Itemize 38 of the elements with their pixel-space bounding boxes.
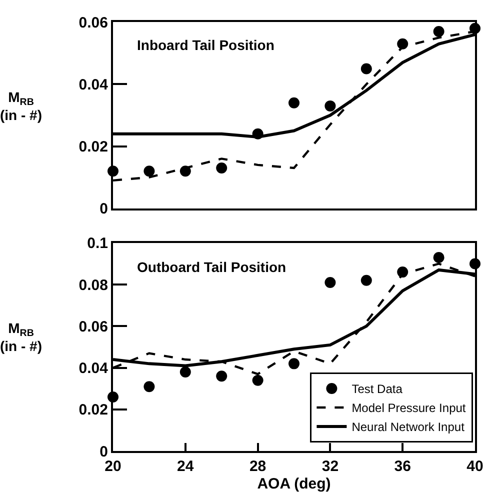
y-tick-label: 0.02 [78,402,108,419]
legend-label: Model Pressure Input [352,401,466,416]
x-axis-title: AOA (deg) [257,476,331,493]
point [433,252,444,263]
y-tick-label: 0 [100,443,108,460]
point [144,381,155,392]
x-tick-label: 32 [322,458,339,476]
point [324,100,336,112]
point [252,374,264,386]
x-tick-label: 40 [466,458,484,476]
point [360,63,372,74]
point [324,276,336,288]
point [360,274,372,286]
x-tick-label: 20 [104,458,122,476]
y-tick-label: 0 [100,200,108,218]
legend-label: Test Data [352,382,403,396]
point [288,97,300,108]
y-tick-label: 0.04 [78,360,109,378]
point [180,366,191,378]
legend-label: Neural Network Input [352,420,466,434]
y-tick-label: 0.06 [78,318,108,336]
point [216,162,228,174]
y-axis-title: M$_{RB}$ (in - #) [0,320,42,354]
y-axis-title: M$_{RB}$ (in - #) [0,89,42,124]
point [288,358,300,370]
point [216,370,228,382]
text: Outboard Tail Position [137,259,286,275]
x-tick-label: 24 [177,458,194,476]
y-tick-label: 0.08 [78,276,108,294]
text: Inboard Tail Position [137,37,274,53]
point [144,166,155,177]
y-tick-label: 0.04 [78,76,109,94]
y-tick-label: 0.02 [78,138,108,156]
x-tick-label: 36 [394,458,411,476]
y-tick-label: 0.1 [87,235,108,252]
x-tick-label: 28 [249,458,266,476]
y-tick-label: 0.06 [78,14,108,32]
point [433,26,444,37]
